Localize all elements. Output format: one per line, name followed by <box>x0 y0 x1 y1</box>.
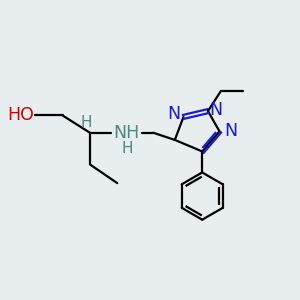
Text: N: N <box>209 101 223 119</box>
Text: HO: HO <box>7 106 34 124</box>
Text: H: H <box>81 115 92 130</box>
Text: N: N <box>167 105 181 123</box>
Text: N: N <box>224 122 237 140</box>
Text: NH: NH <box>114 124 140 142</box>
Text: H: H <box>121 141 133 156</box>
